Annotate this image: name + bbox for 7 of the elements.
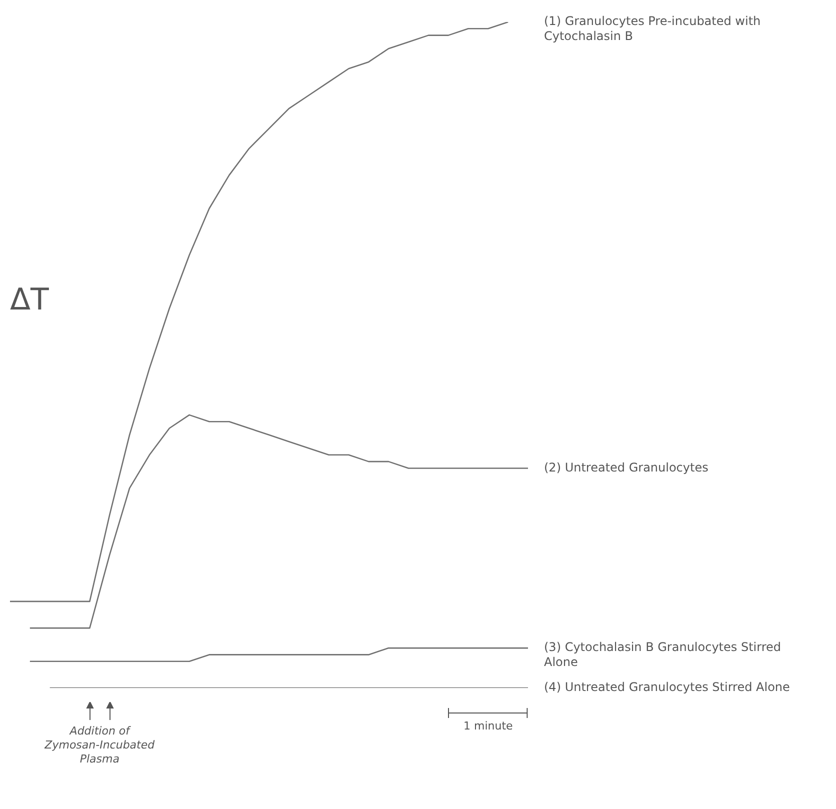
text: 1 minute (464, 719, 514, 732)
series-label: (4) Untreated Granulocytes Stirred Alone (544, 680, 790, 694)
y-axis-title: ΔT (10, 282, 50, 318)
text: Addition of Zymosan-Incubated Plasma (44, 724, 156, 766)
text: (1) Granulocytes Pre-incubated with Cytochalasin B (544, 14, 761, 44)
series-label: (2) Untreated Granulocytes (544, 460, 708, 474)
series-label: (3) Cytochalasin B Granulocytes Stirred Alone (544, 640, 782, 670)
